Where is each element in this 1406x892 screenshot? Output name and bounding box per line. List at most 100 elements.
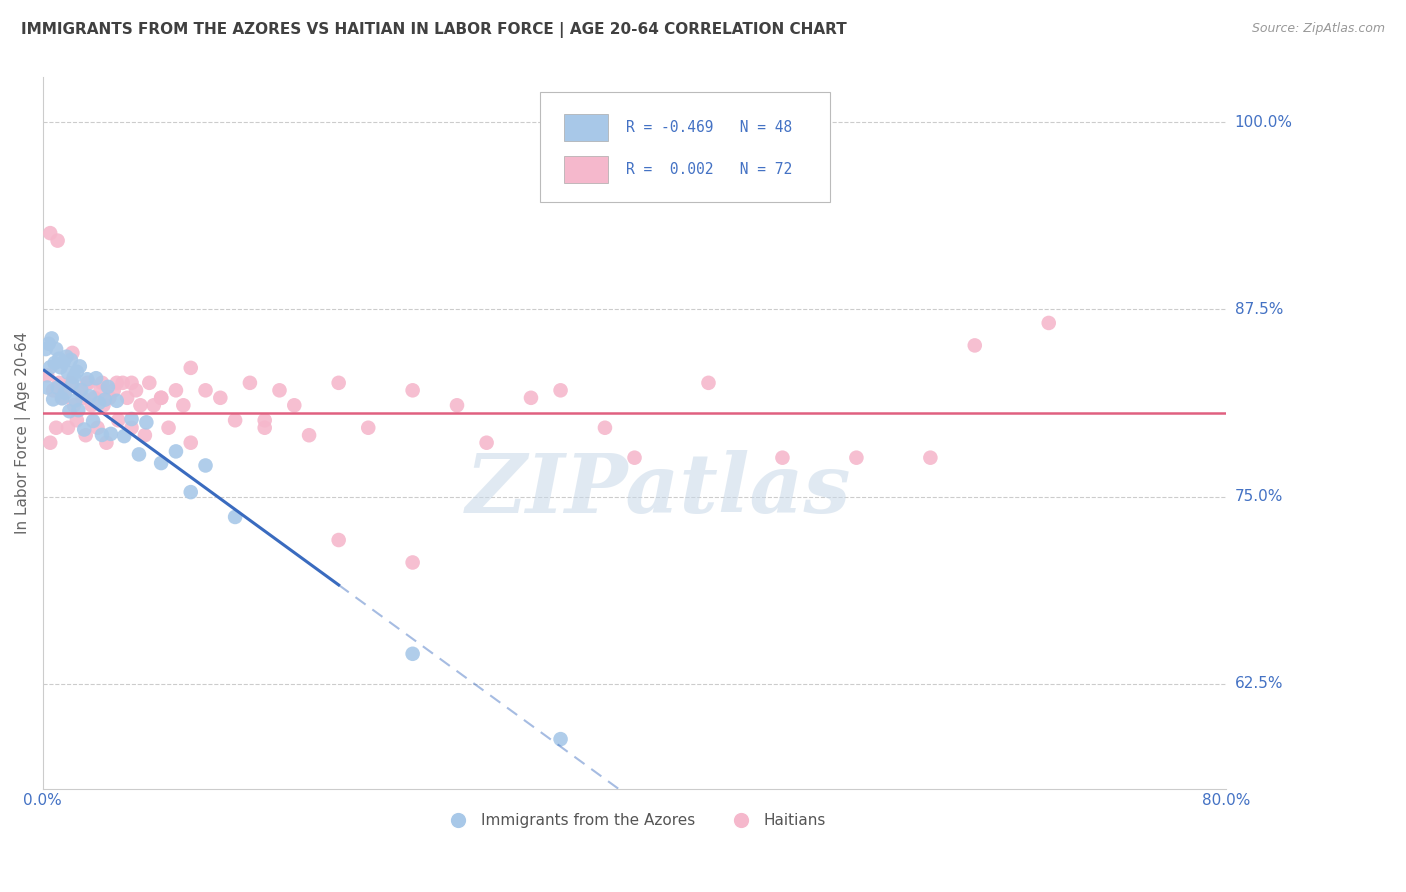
Point bbox=[69, 359, 91, 374]
Point bbox=[37, 380, 59, 394]
Point bbox=[82, 414, 104, 428]
Point bbox=[328, 376, 350, 390]
Point bbox=[105, 393, 128, 408]
Point bbox=[91, 376, 114, 390]
Point bbox=[357, 421, 380, 435]
Point bbox=[44, 356, 66, 370]
Point bbox=[60, 376, 83, 391]
Text: ZIPatlas: ZIPatlas bbox=[465, 450, 851, 530]
Point bbox=[53, 384, 76, 398]
Point bbox=[75, 428, 97, 442]
Point bbox=[121, 376, 143, 390]
Point bbox=[51, 391, 73, 405]
Point bbox=[150, 456, 173, 470]
Point bbox=[772, 450, 794, 465]
Point bbox=[45, 342, 67, 356]
Text: R =  0.002   N = 72: R = 0.002 N = 72 bbox=[626, 162, 793, 178]
Point bbox=[963, 338, 986, 352]
Point bbox=[121, 412, 143, 426]
Legend: Immigrants from the Azores, Haitians: Immigrants from the Azores, Haitians bbox=[437, 807, 832, 834]
Point bbox=[129, 398, 152, 412]
Point bbox=[180, 435, 202, 450]
Point bbox=[73, 422, 96, 436]
Point bbox=[209, 391, 232, 405]
Point bbox=[48, 351, 70, 366]
Point bbox=[53, 386, 76, 401]
Point bbox=[475, 435, 498, 450]
Point bbox=[60, 346, 83, 360]
Text: IMMIGRANTS FROM THE AZORES VS HAITIAN IN LABOR FORCE | AGE 20-64 CORRELATION CHA: IMMIGRANTS FROM THE AZORES VS HAITIAN IN… bbox=[21, 22, 846, 38]
Point bbox=[224, 510, 246, 524]
Point bbox=[42, 392, 65, 407]
Point bbox=[328, 533, 350, 547]
Y-axis label: In Labor Force | Age 20-64: In Labor Force | Age 20-64 bbox=[15, 332, 31, 534]
Point bbox=[80, 398, 103, 412]
Point bbox=[253, 413, 276, 427]
Point bbox=[87, 396, 110, 410]
Point bbox=[150, 391, 173, 405]
Point bbox=[112, 429, 135, 443]
Point bbox=[67, 403, 90, 417]
Text: 100.0%: 100.0% bbox=[1234, 115, 1292, 130]
Point bbox=[84, 371, 107, 385]
Point bbox=[59, 376, 82, 390]
Point bbox=[121, 421, 143, 435]
Point bbox=[157, 421, 180, 435]
Point bbox=[328, 817, 350, 831]
Point bbox=[65, 393, 87, 408]
Text: R = -0.469   N = 48: R = -0.469 N = 48 bbox=[626, 120, 793, 135]
Point bbox=[76, 372, 98, 386]
Point bbox=[77, 376, 100, 390]
Point bbox=[38, 336, 60, 351]
Point bbox=[401, 647, 423, 661]
Point bbox=[138, 376, 160, 390]
Point bbox=[66, 413, 89, 427]
Point bbox=[150, 391, 173, 405]
Point bbox=[39, 226, 62, 240]
Point bbox=[63, 370, 86, 384]
Point bbox=[107, 413, 129, 427]
Point bbox=[165, 384, 187, 398]
Point bbox=[550, 732, 572, 747]
Point bbox=[35, 342, 58, 356]
FancyBboxPatch shape bbox=[540, 92, 830, 202]
Point bbox=[42, 384, 65, 398]
Point bbox=[56, 421, 79, 435]
Point bbox=[98, 391, 121, 405]
Text: 62.5%: 62.5% bbox=[1234, 676, 1284, 691]
Point bbox=[39, 435, 62, 450]
Point bbox=[401, 384, 423, 398]
Point bbox=[135, 415, 157, 429]
Text: 87.5%: 87.5% bbox=[1234, 302, 1282, 317]
Point bbox=[72, 391, 94, 405]
Point bbox=[253, 421, 276, 435]
Point bbox=[39, 360, 62, 375]
Point bbox=[298, 428, 321, 442]
Text: 75.0%: 75.0% bbox=[1234, 489, 1282, 504]
Point bbox=[125, 384, 148, 398]
Point bbox=[550, 384, 572, 398]
Point bbox=[1038, 316, 1060, 330]
Point bbox=[89, 384, 111, 398]
Point bbox=[105, 376, 128, 390]
Point bbox=[93, 398, 115, 412]
Point bbox=[97, 380, 120, 394]
Point bbox=[100, 426, 122, 441]
Point bbox=[45, 421, 67, 435]
Point bbox=[520, 391, 543, 405]
Point bbox=[269, 384, 291, 398]
Point bbox=[70, 383, 93, 397]
Point bbox=[46, 381, 69, 395]
Point bbox=[63, 398, 86, 412]
Point bbox=[41, 331, 63, 345]
Point bbox=[845, 450, 868, 465]
Point bbox=[37, 368, 59, 383]
Point bbox=[58, 404, 80, 418]
Point bbox=[194, 458, 217, 473]
Point bbox=[283, 398, 305, 412]
Point bbox=[76, 376, 98, 390]
Point bbox=[401, 556, 423, 570]
Point bbox=[142, 398, 165, 412]
Point bbox=[697, 376, 720, 390]
Point bbox=[94, 392, 117, 407]
